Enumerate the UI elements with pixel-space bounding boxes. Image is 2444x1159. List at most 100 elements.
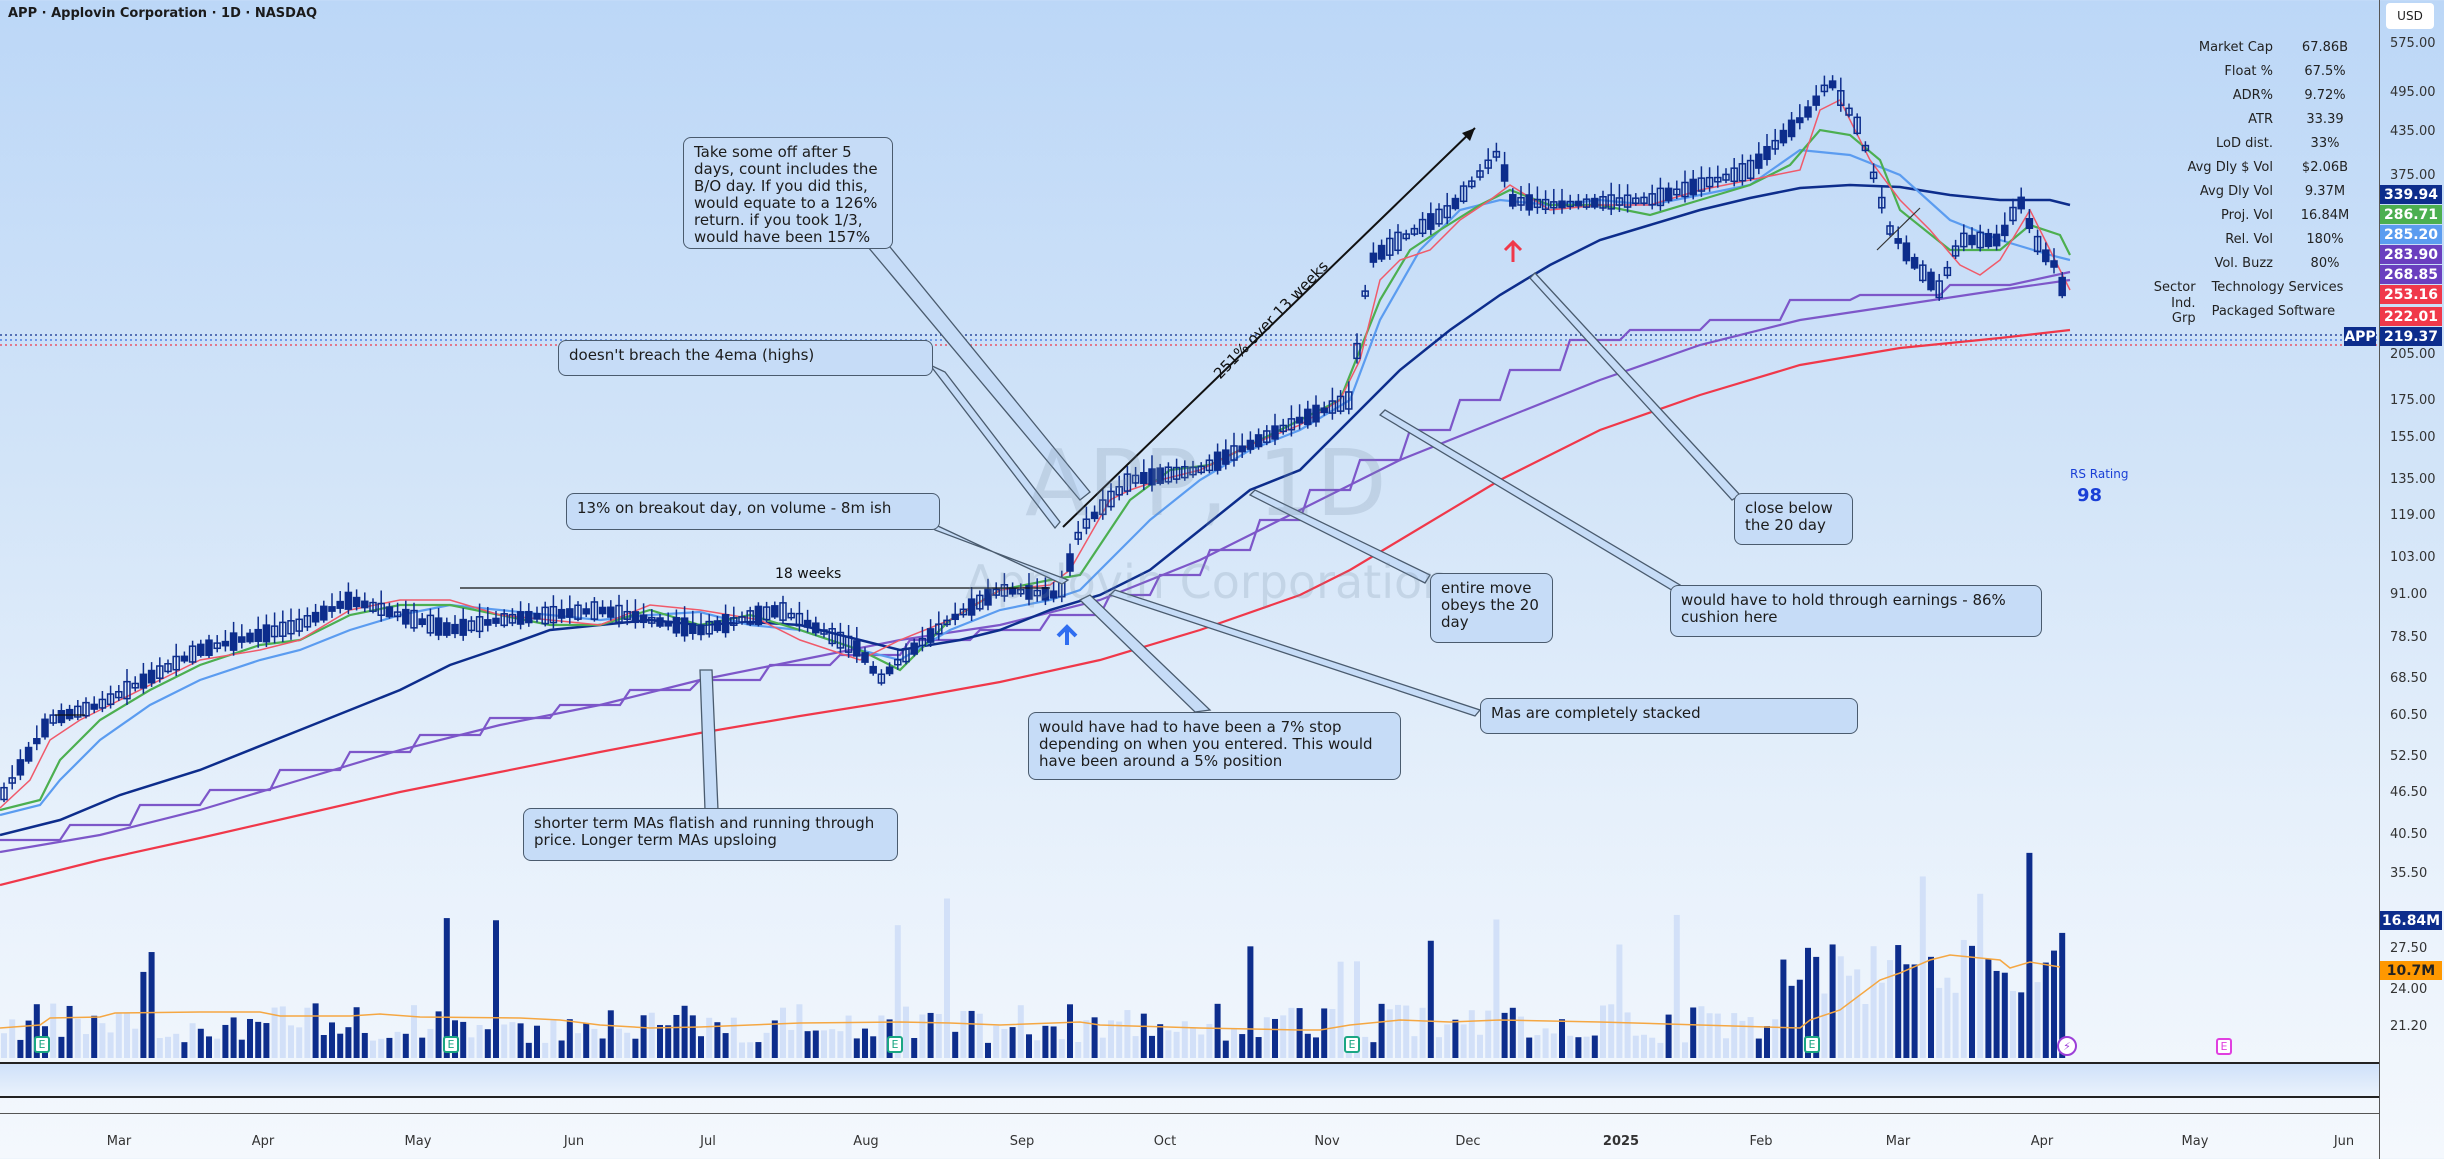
- callout-shorter-term[interactable]: shorter term MAs flatish and running thr…: [523, 808, 898, 861]
- price-tick: 495.00: [2390, 85, 2436, 100]
- stat-value: 80%: [2310, 255, 2340, 271]
- time-tick: Apr: [2030, 1134, 2054, 1149]
- ma-value-label: 339.94: [2380, 185, 2442, 204]
- callout-take-some-off[interactable]: Take some off after 5 days, count includ…: [683, 137, 893, 249]
- price-tick: 155.00: [2390, 430, 2436, 445]
- price-tick: 119.00: [2390, 508, 2436, 523]
- candles: [0, 75, 2066, 803]
- stat-row: Sector Technology Services: [2150, 275, 2380, 299]
- volume-value-label: 16.84M: [2380, 911, 2442, 930]
- price-tick: 27.50: [2390, 941, 2428, 956]
- stats-table: Market Cap 67.86B Float % 67.5% ADR% 9.72% ATR…: [2150, 35, 2380, 327]
- earnings-marker-icon[interactable]: E: [887, 1036, 903, 1053]
- ma-value-label: 286.71: [2380, 205, 2442, 224]
- time-tick: Dec: [1455, 1134, 1481, 1149]
- time-tick: May: [2181, 1134, 2209, 1149]
- symbol-badge: APP: [2344, 327, 2376, 346]
- stat-row: ATR 33.39: [2150, 107, 2380, 131]
- price-tick: 375.00: [2390, 168, 2436, 183]
- callout-breakout[interactable]: 13% on breakout day, on volume - 8m ish: [566, 493, 940, 530]
- price-tick: 175.00: [2390, 393, 2436, 408]
- earnings-marker-icon[interactable]: E: [1804, 1036, 1820, 1053]
- future-earnings-marker-icon[interactable]: E: [2216, 1038, 2232, 1055]
- ma-value-label: 222.01: [2380, 307, 2442, 326]
- stat-value: 67.5%: [2304, 63, 2346, 79]
- stat-row: Vol. Buzz 80%: [2150, 251, 2380, 275]
- weeks-label: 18 weeks: [775, 566, 842, 582]
- callout-stacked[interactable]: Mas are completely stacked: [1480, 698, 1858, 734]
- time-tick: Mar: [106, 1134, 132, 1149]
- stat-value: 16.84M: [2300, 207, 2350, 223]
- price-tick: 575.00: [2390, 36, 2436, 51]
- stat-value: Technology Services: [2211, 279, 2344, 295]
- stat-label: Sector: [2153, 279, 2196, 295]
- price-axis[interactable]: [2379, 0, 2444, 1159]
- time-axis-border: [0, 1113, 2379, 1114]
- watermark-name: Applovin Corporation: [965, 555, 1452, 609]
- stat-label: Avg Dly Vol: [2199, 183, 2273, 199]
- stat-value: 9.37M: [2304, 183, 2346, 199]
- time-tick: Mar: [1885, 1134, 1911, 1149]
- stat-label: ATR: [2248, 111, 2273, 127]
- stat-value: $2.06B: [2301, 159, 2349, 175]
- stat-row: Avg Dly Vol 9.37M: [2150, 179, 2380, 203]
- time-tick: Aug: [853, 1134, 879, 1149]
- price-tick: 52.50: [2390, 749, 2428, 764]
- time-tick: Oct: [1153, 1134, 1177, 1149]
- price-tick: 40.50: [2390, 827, 2428, 842]
- rs-rating-value: 98: [2077, 485, 2103, 506]
- price-tick: 21.20: [2390, 1019, 2428, 1034]
- chart-title: APP · Applovin Corporation · 1D · NASDAQ: [8, 6, 318, 21]
- price-tick: 103.00: [2390, 550, 2436, 565]
- price-tick: 135.00: [2390, 472, 2436, 487]
- time-tick: Jul: [700, 1134, 716, 1149]
- earnings-marker-icon[interactable]: E: [34, 1036, 50, 1053]
- stat-row: Ind. Grp Packaged Software: [2150, 296, 2380, 326]
- stat-value: Packaged Software: [2211, 303, 2336, 319]
- ma-value-label: 268.85: [2380, 265, 2442, 284]
- price-tick: 435.00: [2390, 124, 2436, 139]
- stat-label: Float %: [2224, 63, 2273, 79]
- callout-close-below[interactable]: close below the 20 day: [1734, 493, 1853, 545]
- price-tick: 35.50: [2390, 866, 2428, 881]
- stat-row: Float % 67.5%: [2150, 59, 2380, 83]
- dividend-lightning-icon[interactable]: ⚡: [2057, 1036, 2077, 1056]
- time-tick: Jun: [563, 1134, 585, 1149]
- volume-value-label: 10.7M: [2380, 961, 2442, 980]
- time-tick: Feb: [1749, 1134, 1773, 1149]
- price-tick: 68.50: [2390, 671, 2428, 686]
- stat-value: 33.39: [2306, 111, 2344, 127]
- time-tick: May: [404, 1134, 432, 1149]
- callout-stop[interactable]: would have had to have been a 7% stop de…: [1028, 712, 1401, 780]
- time-tick: Jun: [2333, 1134, 2355, 1149]
- stat-row: LoD dist. 33%: [2150, 131, 2380, 155]
- callout-hold-earnings[interactable]: would have to hold through earnings - 86…: [1670, 585, 2042, 637]
- stat-row: Market Cap 67.86B: [2150, 35, 2380, 59]
- watermark-symbol: APP, 1D: [1025, 430, 1387, 537]
- callout-obeys-20[interactable]: entire move obeys the 20 day: [1430, 573, 1553, 643]
- currency-button[interactable]: USD: [2386, 3, 2434, 29]
- ma-value-label: 283.90: [2380, 245, 2442, 264]
- price-tick: 205.00: [2390, 347, 2436, 362]
- stat-row: Rel. Vol 180%: [2150, 227, 2380, 251]
- stat-label: Market Cap: [2198, 39, 2273, 55]
- stat-label: Avg Dly $ Vol: [2187, 159, 2273, 175]
- ma-value-label: 285.20: [2380, 225, 2442, 244]
- stat-value: 9.72%: [2304, 87, 2346, 103]
- last-price-label: 219.37: [2380, 327, 2442, 346]
- earnings-marker-icon[interactable]: E: [443, 1036, 459, 1053]
- volume-bars: [1, 852, 2066, 1058]
- price-tick: 60.50: [2390, 708, 2428, 723]
- stat-row: ADR% 9.72%: [2150, 83, 2380, 107]
- rs-rating-label: RS Rating: [2070, 467, 2129, 481]
- time-tick: Apr: [251, 1134, 275, 1149]
- time-tick: Sep: [1009, 1134, 1035, 1149]
- callout-no-breach[interactable]: doesn't breach the 4ema (highs): [558, 340, 933, 376]
- stat-value: 67.86B: [2301, 39, 2349, 55]
- indicator-pane[interactable]: [0, 1062, 2379, 1098]
- breakout-arrow-icon: [1056, 624, 1078, 645]
- price-tick: 78.50: [2390, 630, 2428, 645]
- earnings-marker-icon[interactable]: E: [1344, 1036, 1360, 1053]
- stat-label: Ind. Grp: [2171, 296, 2196, 326]
